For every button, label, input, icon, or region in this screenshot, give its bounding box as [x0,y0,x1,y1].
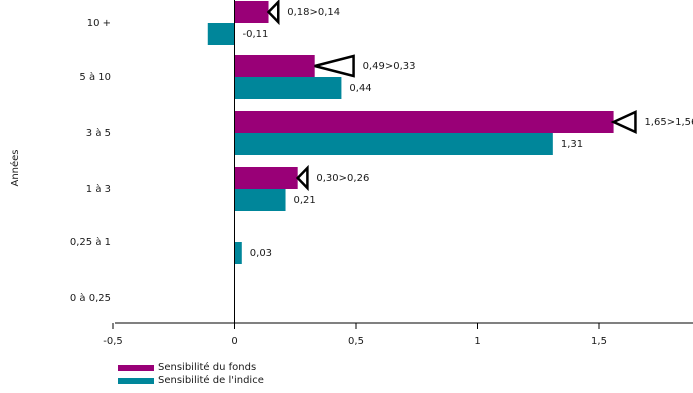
bar-index [234,133,553,155]
data-label-index: -0,11 [243,29,269,40]
bar-fund [234,111,614,133]
data-label-fund: 0,30>0,26 [316,173,369,184]
x-tick-label: 0 [231,336,237,347]
data-label-index: 0,03 [250,248,272,259]
legend-swatch-fund [118,364,154,371]
bar-fund [234,55,315,77]
legend-swatch-index [118,377,154,384]
y-tick-label: 1 à 3 [86,183,111,195]
legend-item-fund: Sensibilité du fonds [118,361,264,374]
previous-value-marker [266,0,280,26]
data-label-index: 1,31 [561,139,583,150]
y-tick-label: 10 + [87,18,111,29]
bar-index [234,242,242,264]
bar-index [207,23,235,45]
data-label-index: 0,44 [349,83,371,94]
bar-fund [234,167,298,189]
legend-label-fund: Sensibilité du fonds [158,362,257,373]
x-tick-label: 1,5 [591,336,607,347]
bar-index [234,77,342,99]
data-label-fund: 1,65>1,56 [644,117,693,128]
previous-value-marker [314,54,355,78]
x-tick-label: 0,5 [348,336,364,347]
previous-value-marker [610,110,637,134]
y-tick-label: 0 à 0,25 [70,292,111,304]
data-label-fund: 0,49>0,33 [363,61,416,72]
data-label-fund: 0,18>0,14 [287,7,340,18]
bar-index [234,189,286,211]
data-label-index: 0,21 [294,195,316,206]
y-tick-label: 5 à 10 [79,71,111,83]
x-tick-label: 1 [474,336,480,347]
legend-label-index: Sensibilité de l'indice [158,375,264,386]
bar-fund [234,1,269,23]
x-tick-label: -0,5 [103,336,123,347]
legend-item-index: Sensibilité de l'indice [118,374,264,387]
y-tick-label: 3 à 5 [86,127,111,139]
y-axis-title: Années [9,149,21,186]
legend: Sensibilité du fonds Sensibilité de l'in… [118,361,264,387]
previous-value-marker [295,164,309,192]
y-tick-label: 0,25 à 1 [70,236,111,248]
